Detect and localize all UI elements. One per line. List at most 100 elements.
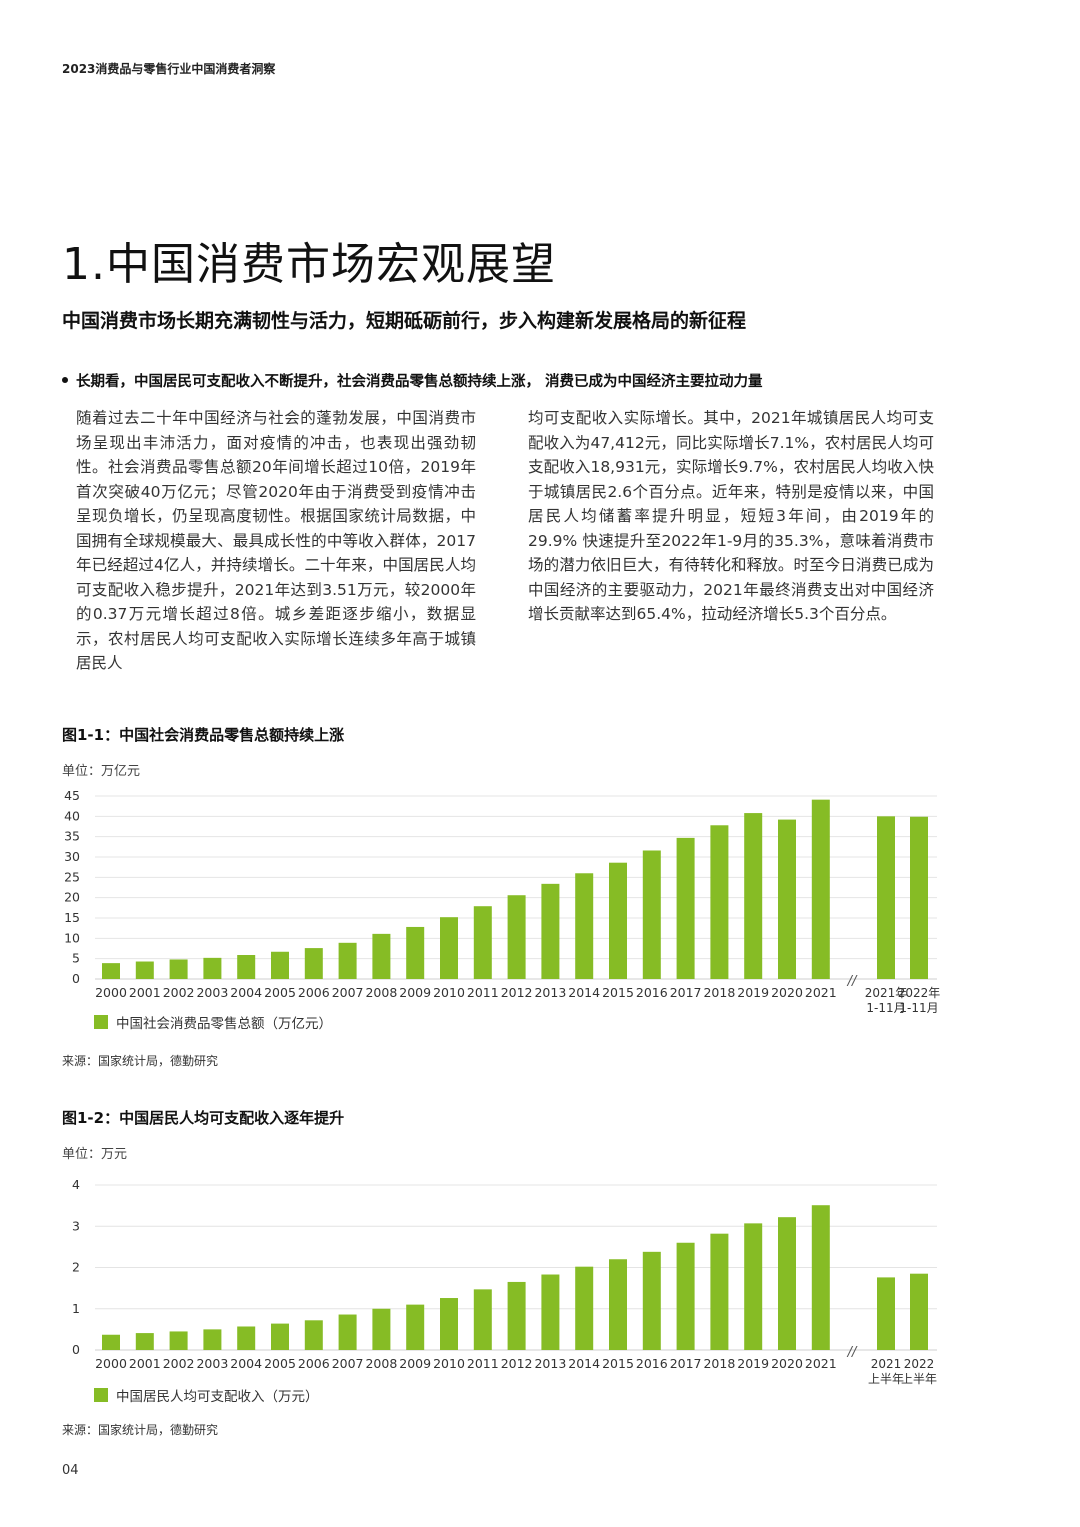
x-tick-label: 2017 (670, 985, 702, 1000)
x-tick-label: 2016 (636, 985, 668, 1000)
y-tick-label: 0 (72, 971, 80, 986)
bar (338, 942, 357, 979)
x-tick-label: 2012 (501, 985, 533, 1000)
bar (778, 1217, 796, 1350)
y-tick-label: 45 (64, 788, 80, 803)
y-tick-label: 25 (64, 869, 80, 884)
x-tick-label: 2017 (670, 1356, 702, 1371)
bar (203, 1329, 222, 1350)
x-tick-label: 2021 (805, 1356, 837, 1371)
bar (102, 1334, 120, 1350)
bar (642, 1251, 661, 1350)
x-tick-label: 2016 (636, 1356, 668, 1371)
figure-1-2-legend: 中国居民人均可支配收入（万元） (94, 1385, 319, 1405)
y-tick-label: 0 (72, 1342, 80, 1357)
legend-swatch (94, 1015, 108, 1029)
x-tick-label: 2001 (129, 985, 161, 1000)
x-tick-label: 2008 (365, 1356, 397, 1371)
bar (811, 799, 830, 979)
y-tick-label: 3 (72, 1218, 80, 1233)
x-tick-label: 2018 (703, 985, 735, 1000)
x-tick-label: 2008 (365, 985, 397, 1000)
bar (778, 819, 796, 979)
bar (676, 837, 695, 979)
bar (642, 850, 661, 979)
x-tick-label: 2014 (568, 1356, 600, 1371)
x-tick-label: 2005 (264, 985, 296, 1000)
x-tick-label: 2012 (501, 1356, 533, 1371)
bar (541, 883, 560, 979)
x-tick-label: 2010 (433, 1356, 465, 1371)
y-tick-label: 1 (72, 1301, 80, 1316)
x-tick-label: 2018 (703, 1356, 735, 1371)
x-tick-label: 2022年 (898, 986, 941, 1000)
x-tick-label: 2020 (771, 1356, 803, 1371)
x-tick-label: 2014 (568, 985, 600, 1000)
y-tick-label: 4 (72, 1177, 80, 1192)
bar (877, 816, 895, 979)
x-tick-label: 2000 (95, 1356, 127, 1371)
legend-label: 中国居民人均可支配收入（万元） (116, 1389, 319, 1405)
figure-1-1-legend: 中国社会消费品零售总额（万亿元） (94, 1012, 332, 1032)
x-tick-label: 1-11月 (899, 1001, 938, 1015)
bar (169, 1331, 188, 1350)
bar (372, 1308, 391, 1350)
bar (744, 813, 763, 979)
bar (237, 955, 256, 979)
x-tick-label: 2009 (399, 1356, 431, 1371)
bar (575, 873, 594, 979)
bar (406, 1304, 425, 1350)
x-tick-label: 2021年 (865, 986, 908, 1000)
bar (135, 1333, 154, 1350)
legend-label: 中国社会消费品零售总额（万亿元） (116, 1016, 332, 1032)
x-tick-label: 2021 (805, 985, 837, 1000)
key-point: 长期看，中国居民可支配收入不断提升，社会消费品零售总额持续上涨， 消费已成为中国… (62, 370, 763, 391)
x-tick-label: 2013 (534, 1356, 566, 1371)
y-tick-label: 15 (64, 910, 80, 925)
bar (169, 959, 188, 979)
x-tick-label: 2011 (467, 1356, 499, 1371)
bar (271, 951, 289, 979)
x-tick-label: 2004 (230, 985, 262, 1000)
x-tick-label: 2010 (433, 985, 465, 1000)
bar (676, 1242, 695, 1350)
bar (135, 961, 154, 979)
x-tick-label: 上半年 (901, 1372, 937, 1386)
x-tick-label: 2002 (163, 1356, 195, 1371)
bar (575, 1266, 594, 1350)
bar (609, 1259, 627, 1350)
figure-1-1-source: 来源：国家统计局，德勤研究 (62, 1054, 219, 1068)
figure-1-2-source: 来源：国家统计局，德勤研究 (62, 1423, 219, 1437)
figure-1-1-title: 图1-1：中国社会消费品零售总额持续上涨 (62, 726, 345, 744)
y-tick-label: 20 (64, 890, 80, 905)
bar (473, 1289, 492, 1350)
bar (710, 825, 729, 979)
bar (609, 862, 627, 979)
body-text-right: 均可支配收入实际增长。其中，2021年城镇居民人均可支配收入为47,412元，同… (528, 409, 934, 623)
bar (473, 906, 492, 979)
x-tick-label: 2020 (771, 985, 803, 1000)
x-tick-label: 2005 (264, 1356, 296, 1371)
x-tick-label: 1-11月 (866, 1001, 905, 1015)
bar (541, 1274, 560, 1350)
axis-break-marker: // (847, 974, 858, 989)
x-tick-label: 2001 (129, 1356, 161, 1371)
bar (877, 1277, 895, 1350)
bar (203, 957, 222, 979)
y-tick-label: 2 (72, 1260, 80, 1275)
axis-break-marker: // (847, 1345, 858, 1360)
bar (440, 1298, 458, 1350)
x-tick-label: 2009 (399, 985, 431, 1000)
x-tick-label: 2003 (196, 985, 228, 1000)
report-header: 2023消费品与零售行业中国消费者洞察 (62, 62, 276, 76)
x-tick-label: 2021 (871, 1357, 902, 1371)
bar (507, 1281, 526, 1350)
figure-1-2-unit: 单位：万元 (62, 1147, 128, 1162)
x-tick-label: 2011 (467, 985, 499, 1000)
bar (102, 963, 120, 979)
x-tick-label: 2006 (298, 985, 330, 1000)
x-tick-label: 2019 (737, 985, 769, 1000)
y-tick-label: 40 (64, 808, 80, 823)
x-tick-label: 2013 (534, 985, 566, 1000)
